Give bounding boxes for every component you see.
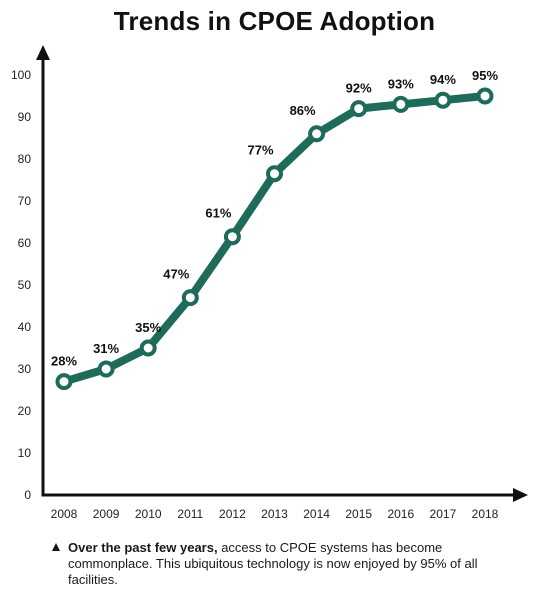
data-label: 47%: [163, 267, 189, 282]
y-axis-arrow-icon: [36, 45, 50, 60]
data-label: 35%: [135, 320, 161, 335]
x-axis-arrow-icon: [513, 488, 528, 502]
data-label: 86%: [290, 103, 316, 118]
data-label: 77%: [247, 143, 273, 158]
y-tick-label: 20: [18, 404, 32, 418]
caption: Over the past few years, access to CPOE …: [52, 540, 508, 588]
y-tick-label: 40: [18, 320, 32, 334]
caption-lead: Over the past few years,: [68, 540, 218, 555]
y-tick-label: 90: [18, 110, 32, 124]
caption-body: access to CPOE systems has become common…: [68, 540, 478, 587]
x-tick-label: 2012: [219, 507, 246, 521]
data-point: [97, 360, 115, 378]
data-label: 95%: [472, 68, 498, 83]
data-point: [181, 289, 199, 307]
x-tick-label: 2017: [430, 507, 457, 521]
x-tick-label: 2014: [303, 507, 330, 521]
y-tick-label: 80: [18, 152, 32, 166]
data-label: 94%: [430, 72, 456, 87]
data-label: 28%: [51, 354, 77, 369]
x-tick-label: 2010: [135, 507, 162, 521]
x-tick-label: 2016: [387, 507, 414, 521]
data-point: [476, 87, 494, 105]
x-axis-ticks: 2008 2009 2010 2011 2012 2013 2014 2015 2016 2017…: [51, 507, 499, 521]
data-point: [223, 228, 241, 246]
chart-title: Trends in CPOE Adoption: [113, 6, 436, 36]
x-tick-label: 2009: [93, 507, 120, 521]
y-tick-label: 70: [18, 194, 32, 208]
y-tick-label: 50: [18, 278, 32, 292]
y-tick-label: 10: [18, 446, 32, 460]
data-point: [139, 339, 157, 357]
data-label: 93%: [388, 76, 414, 91]
data-point: [308, 125, 326, 143]
data-label: 61%: [205, 206, 231, 221]
x-tick-label: 2015: [345, 507, 372, 521]
series-cpoe-adoption: [60, 92, 489, 386]
triangle-bullet-icon: [52, 543, 60, 551]
x-tick-label: 2011: [177, 507, 203, 521]
y-tick-label: 60: [18, 236, 32, 250]
axes: [36, 45, 528, 502]
data-label: 92%: [346, 81, 372, 96]
series-line: [60, 92, 489, 386]
x-tick-label: 2013: [261, 507, 288, 521]
y-tick-label: 0: [24, 488, 31, 502]
y-axis-ticks: 0 10 20 30 40 50 60 70 80 90 100: [11, 68, 31, 502]
y-tick-label: 30: [18, 362, 32, 376]
data-point: [392, 95, 410, 113]
data-labels: 28% 31% 35% 47% 61% 77% 86% 92% 93% 94% 95%: [51, 68, 498, 369]
data-point: [266, 165, 283, 183]
data-label: 31%: [93, 341, 119, 356]
x-tick-label: 2018: [472, 507, 499, 521]
data-point: [55, 373, 73, 391]
data-point: [350, 100, 368, 118]
data-point: [434, 91, 452, 109]
x-tick-label: 2008: [51, 507, 78, 521]
data-points: [55, 87, 494, 391]
y-tick-label: 100: [11, 68, 31, 82]
